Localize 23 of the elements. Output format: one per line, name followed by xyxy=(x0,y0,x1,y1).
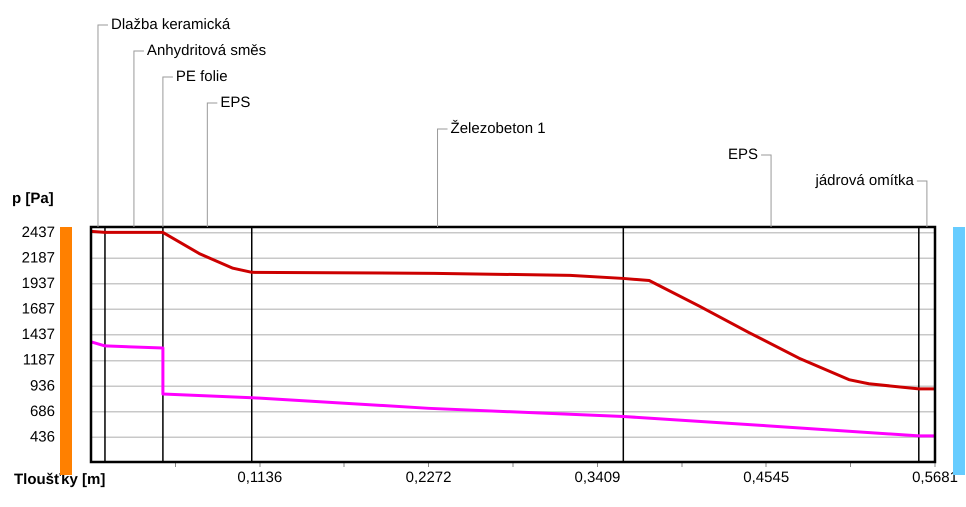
y-axis-title: p [Pa] xyxy=(12,190,54,208)
text: EPS xyxy=(220,94,250,112)
text: EPS xyxy=(728,146,758,164)
y-tick-label: 1937 xyxy=(22,275,55,292)
y-tick-label: 686 xyxy=(30,402,55,420)
y-tick-label: 1687 xyxy=(22,300,55,318)
y-tick-label: 2437 xyxy=(22,224,55,241)
x-tick-label: 0,3409 xyxy=(574,469,620,486)
y-tick-label: 1437 xyxy=(22,326,55,344)
annotation: PE folie xyxy=(176,68,228,86)
x-tick-label: 0,2272 xyxy=(406,469,452,486)
text: Železobeton 1 xyxy=(450,119,546,138)
text: Dlažba keramická xyxy=(110,16,231,34)
y-tick-label: 936 xyxy=(30,377,55,394)
text: jádrová omítka xyxy=(814,172,915,190)
x-tick-label: 0,5681 xyxy=(912,469,958,486)
y-tick-label: 436 xyxy=(30,428,55,446)
x-tick-label: 0,1136 xyxy=(237,469,282,486)
x-axis-title: Tloušťky [m] xyxy=(14,471,106,488)
text: Anhydritová směs xyxy=(146,42,266,60)
y-tick-label: 2187 xyxy=(22,249,55,266)
x-tick-label: 0,4545 xyxy=(743,469,790,486)
y-tick-label: 1187 xyxy=(22,352,55,369)
